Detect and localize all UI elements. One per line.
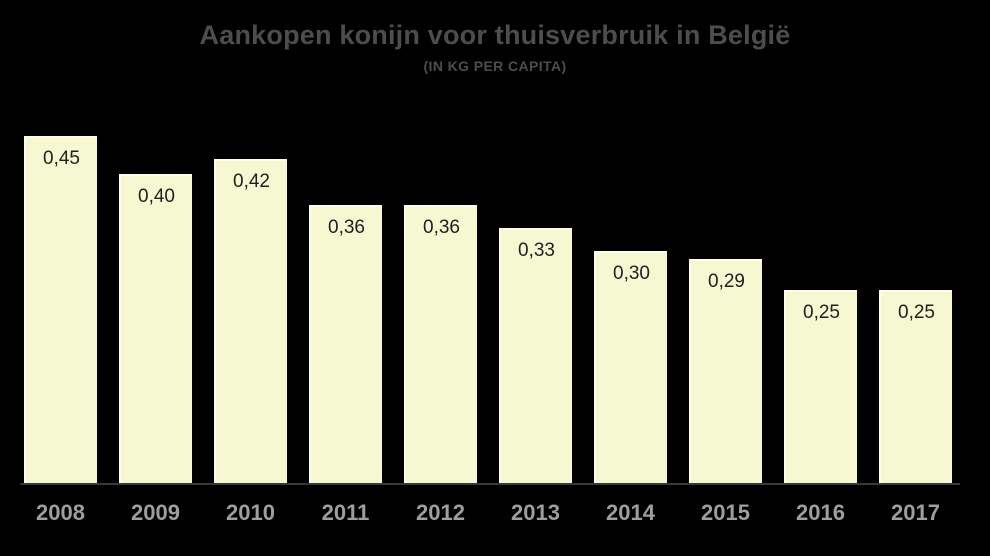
bar: 0,29 bbox=[689, 259, 762, 483]
chart-title: Aankopen konijn voor thuisverbruik in Be… bbox=[199, 20, 791, 50]
x-axis-label: 2015 bbox=[701, 500, 750, 525]
x-axis-label: 2014 bbox=[606, 500, 655, 525]
x-axis-line bbox=[20, 483, 960, 485]
bar: 0,25 bbox=[879, 290, 952, 483]
bar-value-label: 0,42 bbox=[233, 171, 270, 192]
x-axis-label: 2012 bbox=[416, 500, 465, 525]
bar-column: 0,36 bbox=[309, 205, 382, 483]
bar-column: 0,25 bbox=[879, 290, 952, 483]
bar-column: 0,45 bbox=[24, 136, 97, 483]
bar-column: 0,40 bbox=[119, 174, 192, 483]
bar-value-label: 0,40 bbox=[138, 186, 175, 207]
bar-value-label: 0,25 bbox=[803, 302, 840, 323]
x-axis-label: 2013 bbox=[511, 500, 560, 525]
x-axis-label: 2009 bbox=[131, 500, 180, 525]
bar-column: 0,42 bbox=[214, 159, 287, 483]
chart-subtitle: (IN KG PER CAPITA) bbox=[423, 58, 567, 74]
bar: 0,33 bbox=[499, 228, 572, 483]
bar: 0,30 bbox=[594, 251, 667, 483]
bar: 0,25 bbox=[784, 290, 857, 483]
bar-value-label: 0,45 bbox=[43, 148, 80, 169]
x-axis-label: 2016 bbox=[796, 500, 845, 525]
bar-value-label: 0,33 bbox=[518, 240, 555, 261]
bar: 0,45 bbox=[24, 136, 97, 483]
bar-value-label: 0,36 bbox=[328, 217, 365, 238]
bar-column: 0,25 bbox=[784, 290, 857, 483]
bar: 0,40 bbox=[119, 174, 192, 483]
x-axis-label: 2010 bbox=[226, 500, 275, 525]
x-axis-label: 2017 bbox=[891, 500, 940, 525]
x-axis-labels: 2008 2009 2010 2011 2012 2013 2014 2015 2016 2017 bbox=[24, 500, 952, 526]
bar-column: 0,36 bbox=[404, 205, 477, 483]
bar-chart-plot-area: 0,45 0,40 0,42 0,36 0,36 0,33 0,30 0,29 0,25 0,25 bbox=[24, 97, 952, 483]
bar-value-label: 0,30 bbox=[613, 263, 650, 284]
bar: 0,36 bbox=[309, 205, 382, 483]
bar-column: 0,29 bbox=[689, 259, 762, 483]
bar: 0,36 bbox=[404, 205, 477, 483]
bar-column: 0,30 bbox=[594, 251, 667, 483]
x-axis-label: 2011 bbox=[321, 500, 370, 525]
bar-column: 0,33 bbox=[499, 228, 572, 483]
bar-value-label: 0,36 bbox=[423, 217, 460, 238]
bar-value-label: 0,29 bbox=[708, 271, 745, 292]
bar-value-label: 0,25 bbox=[898, 302, 935, 323]
bar: 0,42 bbox=[214, 159, 287, 483]
x-axis-label: 2008 bbox=[36, 500, 85, 525]
